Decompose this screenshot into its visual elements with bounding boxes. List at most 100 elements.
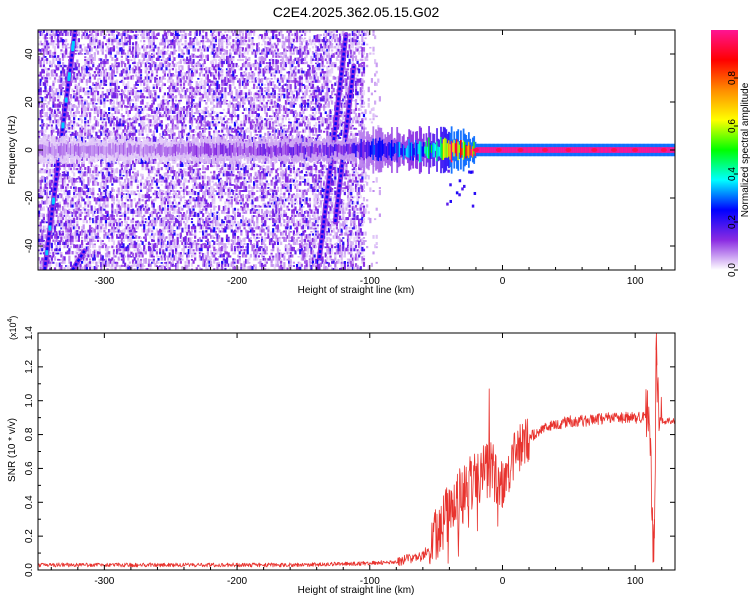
heatmap-cell xyxy=(170,227,173,233)
heatmap-cell xyxy=(39,87,42,93)
heatmap-cell xyxy=(85,234,88,239)
heatmap-cell xyxy=(73,231,76,236)
heatmap-cell xyxy=(39,82,42,86)
heatmap-cell xyxy=(136,83,139,86)
heatmap-cell xyxy=(170,205,173,208)
heatmap-cell xyxy=(162,51,165,55)
heatmap-cell xyxy=(88,243,92,249)
heatmap-cell xyxy=(217,247,221,252)
heatmap-cell xyxy=(162,240,165,246)
heatmap-cell xyxy=(138,133,141,136)
heatmap-cell xyxy=(50,246,53,252)
heatmap-cell xyxy=(88,258,92,261)
heatmap-cell xyxy=(82,256,85,261)
heatmap-cell xyxy=(211,50,214,55)
heatmap-cell xyxy=(104,263,108,267)
heatmap-cell xyxy=(44,234,47,239)
heatmap-cell xyxy=(203,183,206,186)
heatmap-cell xyxy=(151,48,154,52)
heatmap-cell xyxy=(68,165,71,171)
heatmap-cell xyxy=(80,113,84,118)
heatmap-cell xyxy=(114,262,117,267)
heatmap-cell xyxy=(146,79,149,83)
heatmap-cell xyxy=(182,191,186,196)
heatmap-cell xyxy=(69,222,73,227)
heatmap-cell xyxy=(74,244,77,249)
heatmap-cell xyxy=(123,205,127,211)
heatmap-cell xyxy=(136,205,139,208)
heatmap-cell xyxy=(136,108,139,111)
heatmap-cell xyxy=(205,232,208,236)
heatmap-cell xyxy=(214,79,217,83)
heatmap-cell xyxy=(130,122,133,127)
heatmap-cell xyxy=(149,54,152,58)
heatmap-cell xyxy=(189,42,192,46)
heatmap-cell xyxy=(174,114,178,121)
heatmap-cell xyxy=(74,96,77,102)
heatmap-cell xyxy=(120,70,124,74)
heatmap-cell xyxy=(131,243,135,249)
heatmap-cell xyxy=(127,178,130,183)
heatmap-cell xyxy=(136,201,139,205)
heatmap-cell xyxy=(174,124,178,130)
heatmap-cell xyxy=(73,186,76,189)
heatmap-cell xyxy=(155,216,159,221)
heatmap-cell xyxy=(85,87,88,90)
heatmap-cell xyxy=(187,237,190,242)
heatmap-cell xyxy=(112,228,116,233)
heatmap-cell xyxy=(80,211,84,214)
heatmap-cell xyxy=(160,255,163,261)
heatmap-cell xyxy=(190,112,194,118)
heatmap-cell xyxy=(208,124,211,130)
heatmap-cell xyxy=(103,261,106,264)
heatmap-cell xyxy=(41,242,44,246)
heatmap-cell xyxy=(187,49,190,55)
heatmap-cell xyxy=(80,196,84,202)
heatmap-cell xyxy=(221,135,224,139)
heatmap-cell xyxy=(195,92,198,96)
heatmap-cell xyxy=(186,200,189,205)
heatmap-cell xyxy=(208,182,211,186)
heatmap-cell xyxy=(114,134,117,139)
heatmap-cell xyxy=(197,176,200,180)
heatmap-cell xyxy=(170,80,173,83)
heatmap-cell xyxy=(190,242,194,246)
heatmap-cell xyxy=(131,69,135,74)
heatmap-cell xyxy=(209,258,213,261)
heatmap-cell xyxy=(133,61,136,65)
heatmap-cell xyxy=(138,194,141,199)
heatmap-cell xyxy=(159,173,162,177)
heatmap-cell xyxy=(127,58,130,61)
heatmap-cell xyxy=(208,255,211,261)
heatmap-cell xyxy=(122,203,125,208)
heatmap-cell xyxy=(144,257,147,261)
heatmap-cell xyxy=(44,36,47,43)
heatmap-cell xyxy=(206,165,210,168)
heatmap-cell xyxy=(44,66,47,71)
heatmap-cell xyxy=(211,38,214,43)
heatmap-cell xyxy=(109,65,112,68)
heatmap-cell xyxy=(123,212,127,217)
heatmap-cell xyxy=(203,68,206,71)
heatmap-cell xyxy=(68,246,71,249)
heatmap-cell xyxy=(222,258,225,261)
heatmap-cell xyxy=(211,218,214,221)
heatmap-cell xyxy=(155,265,159,267)
heatmap-cell xyxy=(171,220,174,224)
heatmap-cell xyxy=(42,107,45,111)
heatmap-cell xyxy=(171,211,174,214)
heatmap-cell xyxy=(93,218,96,224)
heatmap-cell xyxy=(143,95,146,99)
heatmap-cell xyxy=(203,113,206,118)
heatmap-cell xyxy=(45,80,49,83)
heatmap-cell xyxy=(176,263,179,267)
heatmap-cell xyxy=(41,76,44,80)
heatmap-cell xyxy=(125,134,128,139)
heatmap-cell xyxy=(144,200,147,205)
heatmap-cell xyxy=(90,161,93,164)
heatmap-cell xyxy=(88,55,92,58)
heatmap-cell xyxy=(52,39,55,46)
heatmap-cell xyxy=(108,258,111,261)
heatmap-cell xyxy=(114,230,117,233)
heatmap-cell xyxy=(101,213,104,217)
